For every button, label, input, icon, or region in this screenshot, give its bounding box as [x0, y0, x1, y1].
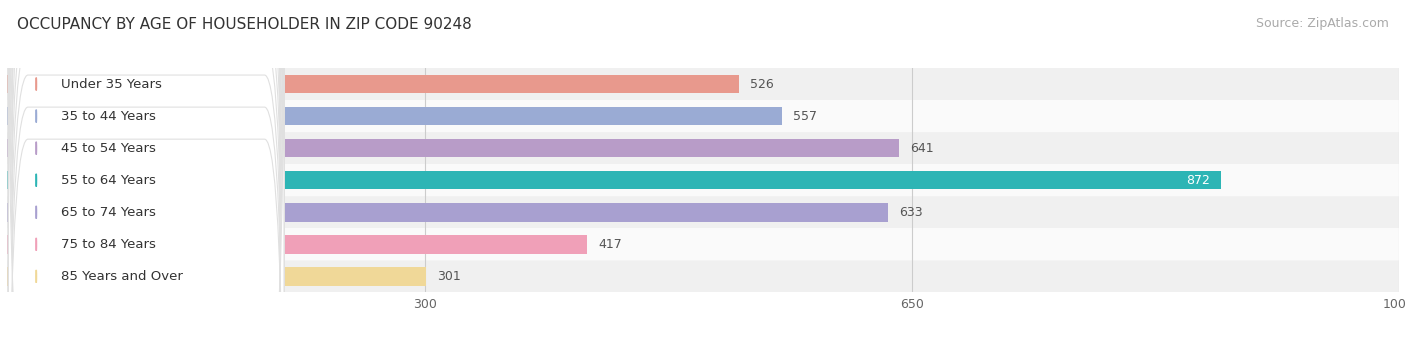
FancyBboxPatch shape	[7, 260, 1399, 292]
Text: 85 Years and Over: 85 Years and Over	[62, 270, 183, 283]
Text: 65 to 74 Years: 65 to 74 Years	[62, 206, 156, 219]
Text: 35 to 44 Years: 35 to 44 Years	[62, 109, 156, 123]
FancyBboxPatch shape	[8, 0, 284, 340]
Text: 557: 557	[793, 109, 817, 123]
FancyBboxPatch shape	[8, 0, 284, 340]
Text: Source: ZipAtlas.com: Source: ZipAtlas.com	[1256, 17, 1389, 30]
Bar	[7, 75, 740, 93]
FancyBboxPatch shape	[7, 196, 1399, 228]
Bar	[7, 267, 426, 286]
FancyBboxPatch shape	[7, 132, 1399, 164]
Text: 55 to 64 Years: 55 to 64 Years	[62, 174, 156, 187]
Text: 526: 526	[751, 78, 775, 90]
FancyBboxPatch shape	[8, 0, 284, 340]
Text: 641: 641	[911, 142, 934, 155]
Text: OCCUPANCY BY AGE OF HOUSEHOLDER IN ZIP CODE 90248: OCCUPANCY BY AGE OF HOUSEHOLDER IN ZIP C…	[17, 17, 471, 32]
Text: 417: 417	[599, 238, 623, 251]
Text: 45 to 54 Years: 45 to 54 Years	[62, 142, 156, 155]
Text: Under 35 Years: Under 35 Years	[62, 78, 162, 90]
FancyBboxPatch shape	[7, 100, 1399, 132]
Bar	[7, 203, 889, 222]
FancyBboxPatch shape	[7, 164, 1399, 196]
Bar	[7, 139, 900, 157]
Bar	[7, 235, 588, 254]
Text: 75 to 84 Years: 75 to 84 Years	[62, 238, 156, 251]
FancyBboxPatch shape	[7, 228, 1399, 260]
FancyBboxPatch shape	[8, 0, 284, 340]
Text: 872: 872	[1185, 174, 1209, 187]
FancyBboxPatch shape	[8, 0, 284, 340]
Text: 633: 633	[900, 206, 922, 219]
Bar	[7, 107, 782, 125]
Text: 301: 301	[437, 270, 461, 283]
Bar	[7, 171, 1220, 189]
FancyBboxPatch shape	[8, 0, 284, 340]
FancyBboxPatch shape	[8, 0, 284, 340]
FancyBboxPatch shape	[7, 68, 1399, 100]
